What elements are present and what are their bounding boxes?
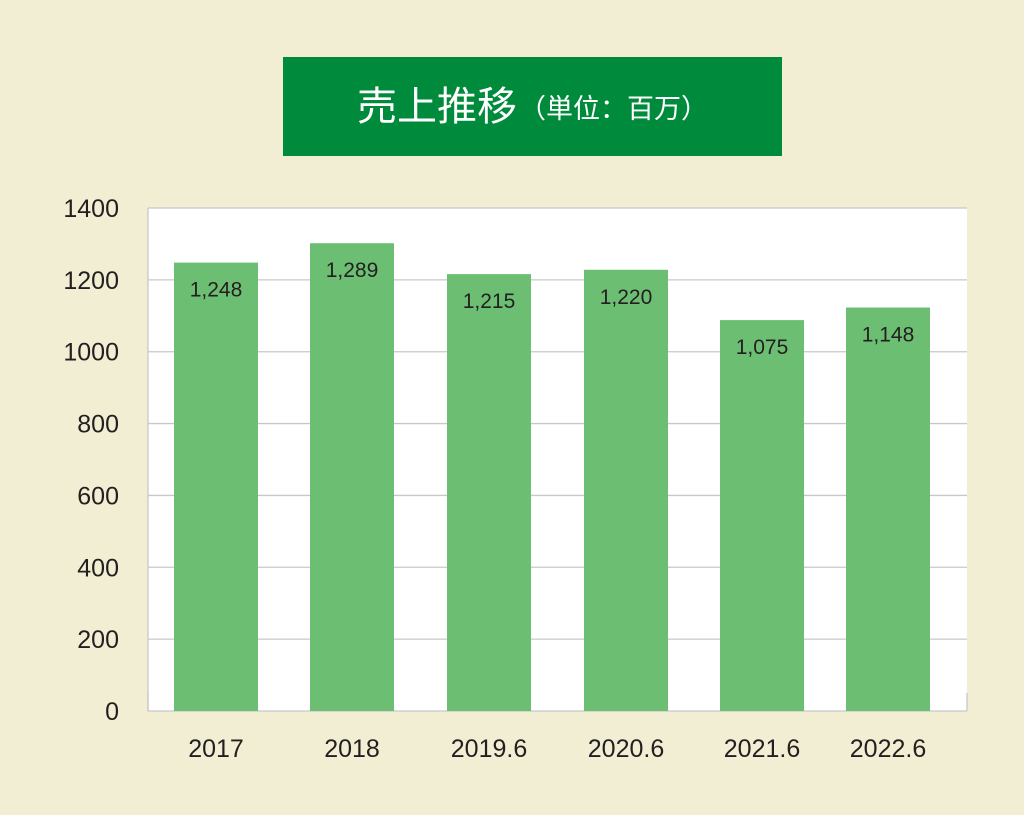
y-tick-label: 0 — [105, 698, 119, 726]
bar-value-label: 1,215 — [463, 290, 516, 313]
bar — [174, 262, 258, 711]
y-tick-label: 200 — [77, 626, 119, 654]
bar — [584, 269, 668, 711]
bar-value-label: 1,148 — [862, 324, 915, 347]
x-tick-label: 2018 — [324, 735, 380, 763]
x-axis-ticks: 2017 2018 2019.6 2020.6 2021.6 2022.6 — [188, 735, 926, 763]
bar — [310, 243, 394, 711]
gridlines — [147, 207, 968, 712]
y-tick-label: 1400 — [63, 195, 119, 223]
plot-area — [148, 208, 967, 711]
bar-value-label: 1,248 — [190, 279, 243, 302]
y-tick-label: 400 — [77, 554, 119, 582]
y-tick-label: 1200 — [63, 267, 119, 295]
bar-value-label: 1,289 — [326, 259, 379, 282]
x-tick-label: 2017 — [188, 735, 244, 763]
bar — [846, 307, 930, 711]
x-tick-label: 2022.6 — [850, 735, 926, 763]
y-axis-ticks: 0 200 400 600 800 1000 1200 1400 — [63, 195, 119, 726]
bar — [447, 274, 531, 711]
bars — [174, 243, 930, 711]
y-tick-label: 600 — [77, 482, 119, 510]
chart-title-banner: 売上推移 （単位：百万） — [283, 57, 782, 156]
chart-title: 売上推移 — [357, 83, 517, 130]
y-tick-label: 800 — [77, 411, 119, 439]
x-tick-label: 2021.6 — [724, 735, 800, 763]
bar-value-label: 1,075 — [736, 336, 789, 359]
chart-title-unit: （単位：百万） — [519, 94, 708, 125]
y-tick-label: 1000 — [63, 339, 119, 367]
x-tick-label: 2020.6 — [588, 735, 664, 763]
x-tick-label: 2019.6 — [451, 735, 527, 763]
data-labels: 1,248 1,289 1,215 1,220 1,075 1,148 — [190, 259, 915, 359]
bar — [720, 320, 804, 711]
bar-value-label: 1,220 — [600, 286, 653, 309]
